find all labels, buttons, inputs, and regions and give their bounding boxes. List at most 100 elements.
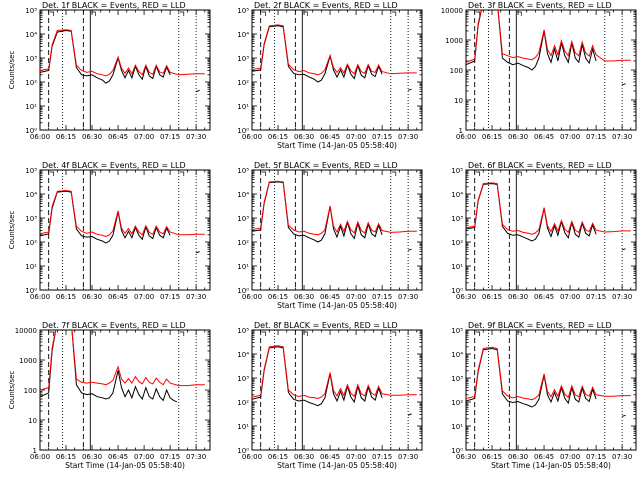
- x-tick-label: 07:00: [560, 453, 580, 461]
- x-tick-label: 07:15: [160, 133, 180, 141]
- y-axis-label: Counts/sec: [8, 211, 16, 250]
- y-axis-label: Counts/sec: [8, 51, 16, 90]
- y-tick-label: 1000: [445, 37, 463, 45]
- y-tick-label: 1: [33, 447, 37, 455]
- y-tick-label: 10: [28, 417, 37, 425]
- interval-marker: [91, 11, 96, 16]
- x-tick-label: 07:15: [586, 133, 606, 141]
- x-tick-label: 07:00: [346, 453, 366, 461]
- y-tick-label: 10⁴: [25, 31, 37, 39]
- series-line-events-1: [621, 83, 626, 86]
- y-tick-label: 10⁴: [451, 351, 463, 359]
- interval-marker: [475, 331, 481, 336]
- y-tick-label: 10⁰: [237, 447, 249, 455]
- series-line-lld-2: [252, 24, 417, 76]
- x-tick-label: 07:00: [134, 133, 154, 141]
- series-line-lld-1: [40, 330, 205, 391]
- y-tick-label: 10¹: [237, 103, 249, 111]
- panel-title: Det. 7f BLACK = Events, RED = LLD: [42, 321, 186, 330]
- panel-title: Det. 6f BLACK = Events, RED = LLD: [468, 161, 612, 170]
- panel-5: Det. 5f BLACK = Events, RED = LLD 10⁰ 10¹ 1…: [237, 161, 423, 310]
- y-tick-label: 10³: [451, 375, 463, 383]
- interval-marker: [179, 331, 185, 336]
- y-tick-label: 10³: [237, 55, 249, 63]
- interval-marker: [303, 171, 308, 176]
- y-tick-label: 100: [450, 67, 463, 75]
- y-tick-label: 1: [459, 127, 463, 135]
- series-line-events-1: [195, 89, 200, 93]
- x-tick-label: 07:00: [134, 453, 154, 461]
- y-tick-label: 10⁴: [25, 191, 37, 199]
- series-line-lld-2: [466, 346, 631, 401]
- y-tick-label: 10²: [237, 399, 249, 407]
- y-tick-label: 10000: [15, 327, 37, 335]
- x-tick-label: 06:30: [456, 453, 476, 461]
- y-tick-label: 10²: [25, 239, 37, 247]
- x-tick-label: 07:30: [612, 453, 632, 461]
- x-tick-label: 06:45: [320, 453, 340, 461]
- interval-marker: [261, 11, 267, 16]
- series-line-lld-2: [252, 345, 417, 400]
- x-tick-label: 06:00: [30, 453, 50, 461]
- y-tick-label: 10³: [25, 215, 37, 223]
- panel-9: Det. 9f BLACK = Events, RED = LLD 10⁰ 10¹ 1…: [451, 321, 637, 470]
- series-line-events-0: [252, 25, 383, 83]
- interval-marker: [49, 11, 55, 16]
- series-line-lld-2: [466, 10, 631, 63]
- plot-frame: [251, 169, 423, 291]
- x-tick-label: 07:30: [612, 133, 632, 141]
- x-tick-label: 06:15: [482, 293, 502, 301]
- y-tick-label: 10⁵: [451, 167, 463, 175]
- y-tick-label: 10¹: [25, 103, 37, 111]
- interval-marker: [49, 331, 55, 336]
- x-tick-label: 06:30: [508, 133, 528, 141]
- y-tick-label: 10⁵: [25, 167, 37, 175]
- x-tick-label: 06:45: [108, 453, 128, 461]
- series-line-lld-2: [40, 29, 205, 77]
- series-line-lld-2: [466, 182, 631, 235]
- series-line-events-0: [466, 347, 597, 408]
- y-tick-label: 10⁵: [237, 167, 249, 175]
- panel-title: Det. 2f BLACK = Events, RED = LLD: [254, 1, 398, 10]
- x-tick-label: 07:15: [372, 453, 392, 461]
- y-tick-label: 10⁰: [451, 287, 463, 295]
- interval-marker: [91, 331, 96, 336]
- x-axis-label: Start Time (14-Jan-05 05:58:40): [65, 461, 185, 470]
- x-tick-label: 06:30: [82, 133, 102, 141]
- interval-marker: [303, 331, 308, 336]
- x-tick-label: 07:15: [372, 133, 392, 141]
- series-line-events-0: [466, 183, 597, 242]
- x-tick-label: 07:30: [186, 293, 206, 301]
- panel-6: Det. 6f BLACK = Events, RED = LLD 10⁰ 10¹ 1…: [451, 161, 637, 301]
- y-tick-label: 10¹: [25, 263, 37, 271]
- interval-marker: [261, 171, 267, 176]
- y-tick-label: 10: [454, 97, 463, 105]
- panel-8: Det. 8f BLACK = Events, RED = LLD 10⁰ 10¹ 1…: [237, 321, 423, 470]
- plot-frame: [465, 9, 637, 131]
- x-tick-label: 06:30: [508, 293, 528, 301]
- interval-marker: [475, 11, 481, 16]
- y-tick-label: 10⁵: [451, 327, 463, 335]
- x-tick-label: 07:00: [346, 293, 366, 301]
- interval-marker: [391, 171, 397, 176]
- x-axis-label: Start Time (14-Jan-05 05:58:40): [277, 141, 397, 150]
- y-tick-label: 10⁵: [237, 327, 249, 335]
- x-tick-label: 06:45: [320, 133, 340, 141]
- interval-marker: [517, 331, 522, 336]
- y-tick-label: 10²: [237, 79, 249, 87]
- y-axis-label: Counts/sec: [8, 371, 16, 410]
- series-line-events-1: [195, 251, 200, 254]
- x-axis-label: Start Time (14-Jan-05 05:58:40): [277, 461, 397, 470]
- plot-frame: [39, 9, 211, 131]
- y-tick-label: 10⁰: [25, 127, 37, 135]
- interval-marker: [179, 11, 185, 16]
- x-tick-label: 06:30: [294, 133, 314, 141]
- interval-marker: [517, 171, 522, 176]
- panel-2: Det. 2f BLACK = Events, RED = LLD 10⁰ 10¹ 1…: [237, 1, 423, 150]
- x-tick-label: 07:30: [612, 293, 632, 301]
- x-tick-label: 07:15: [160, 293, 180, 301]
- panel-title: Det. 9f BLACK = Events, RED = LLD: [468, 321, 612, 330]
- y-tick-label: 1000: [19, 357, 37, 365]
- x-tick-label: 07:30: [186, 133, 206, 141]
